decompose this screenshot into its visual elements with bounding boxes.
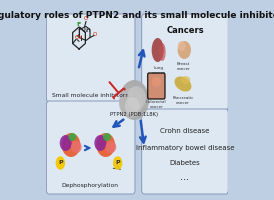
Text: F: F — [76, 22, 81, 27]
Text: Small molecule inhibitors: Small molecule inhibitors — [52, 93, 129, 98]
Ellipse shape — [175, 76, 192, 92]
Text: O: O — [93, 31, 98, 36]
FancyBboxPatch shape — [46, 14, 135, 102]
Ellipse shape — [106, 141, 116, 153]
Ellipse shape — [119, 88, 143, 118]
Text: Cancers: Cancers — [166, 26, 204, 35]
Text: P: P — [115, 160, 120, 166]
Ellipse shape — [103, 133, 111, 141]
Text: PTPN2 (PDB:1L8K): PTPN2 (PDB:1L8K) — [110, 112, 158, 117]
Ellipse shape — [120, 80, 149, 120]
Ellipse shape — [94, 135, 106, 151]
Ellipse shape — [96, 133, 115, 157]
Text: Crohn disease: Crohn disease — [160, 128, 210, 134]
Text: O: O — [84, 16, 88, 21]
Text: Colorectal
cancer: Colorectal cancer — [146, 100, 167, 109]
Text: Regulatory roles of PTPN2 and its small molecule inhibitors: Regulatory roles of PTPN2 and its small … — [0, 11, 274, 20]
Text: NH: NH — [83, 28, 91, 33]
FancyBboxPatch shape — [43, 0, 231, 200]
Text: Pancreatic
cancer: Pancreatic cancer — [172, 96, 194, 105]
Text: ...: ... — [181, 172, 190, 182]
Ellipse shape — [71, 141, 82, 153]
Ellipse shape — [159, 43, 166, 61]
Text: Dephosphorylation: Dephosphorylation — [62, 183, 119, 188]
Circle shape — [56, 157, 64, 169]
Ellipse shape — [152, 38, 164, 62]
Ellipse shape — [178, 41, 191, 59]
Text: Breast
cancer: Breast cancer — [177, 62, 191, 71]
Ellipse shape — [125, 97, 140, 115]
Ellipse shape — [68, 133, 76, 141]
Text: Diabetes: Diabetes — [170, 160, 200, 166]
FancyBboxPatch shape — [142, 109, 228, 194]
Circle shape — [114, 157, 122, 169]
Text: Lung
cancer: Lung cancer — [152, 66, 166, 75]
Ellipse shape — [178, 41, 186, 51]
FancyBboxPatch shape — [148, 73, 165, 99]
Ellipse shape — [60, 135, 72, 151]
Ellipse shape — [127, 86, 146, 110]
FancyBboxPatch shape — [142, 14, 228, 110]
Text: Inflammatory bowel disease: Inflammatory bowel disease — [136, 145, 234, 151]
FancyBboxPatch shape — [46, 101, 135, 194]
Ellipse shape — [181, 76, 190, 84]
Ellipse shape — [62, 133, 80, 157]
Ellipse shape — [152, 77, 161, 87]
Text: P: P — [58, 160, 63, 166]
Text: OH: OH — [75, 35, 83, 40]
